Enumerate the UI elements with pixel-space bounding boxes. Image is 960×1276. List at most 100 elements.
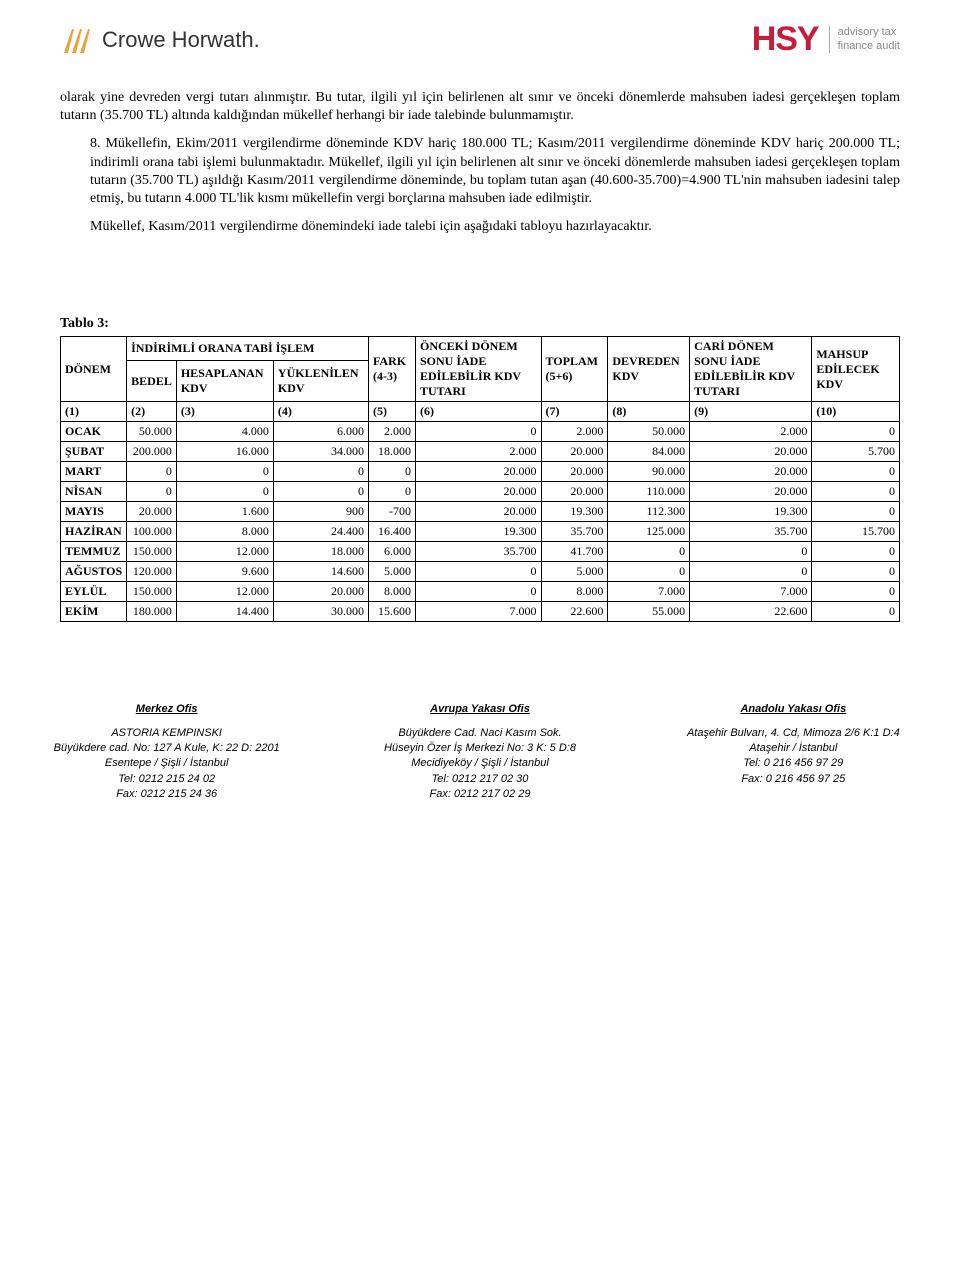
crowe-text: Crowe Horwath.	[102, 27, 260, 53]
th-mahsup: MAHSUP EDİLECEK KDV	[812, 337, 900, 402]
cell: 0	[273, 462, 368, 482]
paragraph-3: Mükellef, Kasım/2011 vergilendirme dönem…	[60, 218, 900, 236]
cell: 900	[273, 502, 368, 522]
cell: 0	[812, 562, 900, 582]
hsy-tag1: advisory tax	[838, 26, 897, 38]
footer-col-avrupa: Avrupa Yakası Ofis Büyükdere Cad. Naci K…	[333, 702, 626, 802]
cell: 125.000	[608, 522, 690, 542]
table-header-row1: DÖNEM İNDİRİMLİ ORANA TABİ İŞLEM FARK (4…	[61, 337, 900, 361]
cell: 16.400	[368, 522, 415, 542]
cell-month: NİSAN	[61, 482, 127, 502]
cell: 0	[812, 602, 900, 622]
footer-line: Büyükdere Cad. Naci Kasım Sok.	[398, 727, 561, 739]
cell: 100.000	[127, 522, 177, 542]
cell: 8.000	[541, 582, 608, 602]
cell: 34.000	[273, 442, 368, 462]
cell: 5.000	[541, 562, 608, 582]
idx-6: (6)	[416, 402, 542, 422]
cell: 0	[368, 462, 415, 482]
th-donem: DÖNEM	[61, 337, 127, 402]
cell-month: MART	[61, 462, 127, 482]
footer-col-merkez: Merkez Ofis ASTORIA KEMPINSKI Büyükdere …	[20, 702, 313, 802]
page-header: Crowe Horwath. HSY advisory tax finance …	[60, 20, 900, 59]
idx-2: (2)	[127, 402, 177, 422]
cell: 112.300	[608, 502, 690, 522]
cell: 20.000	[541, 482, 608, 502]
cell: 35.700	[690, 522, 812, 542]
cell: 20.000	[690, 482, 812, 502]
data-table: DÖNEM İNDİRİMLİ ORANA TABİ İŞLEM FARK (4…	[60, 336, 900, 622]
cell: 41.700	[541, 542, 608, 562]
hsy-tag2: finance audit	[838, 40, 900, 52]
footer-line: Fax: 0212 217 02 29	[430, 788, 531, 800]
footer-line: Fax: 0212 215 24 36	[116, 788, 217, 800]
cell: 110.000	[608, 482, 690, 502]
cell: 7.000	[416, 602, 542, 622]
th-cari: CARİ DÖNEM SONU İADE EDİLEBİLİR KDV TUTA…	[690, 337, 812, 402]
cell-month: EYLÜL	[61, 582, 127, 602]
idx-1: (1)	[61, 402, 127, 422]
cell: 19.300	[541, 502, 608, 522]
footer-line: Tel: 0 216 456 97 29	[743, 757, 843, 769]
footer-line: Büyükdere cad. No: 127 A Kule, K: 22 D: …	[54, 742, 280, 754]
cell: 0	[812, 502, 900, 522]
cell: 20.000	[416, 462, 542, 482]
footer-line: Hüseyin Özer İş Merkezi No: 3 K: 5 D:8	[384, 742, 576, 754]
idx-3: (3)	[176, 402, 273, 422]
cell: 22.600	[690, 602, 812, 622]
cell-month: MAYIS	[61, 502, 127, 522]
cell: 12.000	[176, 542, 273, 562]
footer-col-anadolu: Anadolu Yakası Ofis Ataşehir Bulvarı, 4.…	[647, 702, 940, 802]
footer-line: ASTORIA KEMPINSKI	[111, 727, 222, 739]
th-fark: FARK (4-3)	[368, 337, 415, 402]
cell: 0	[608, 562, 690, 582]
table-index-row: (1) (2) (3) (4) (5) (6) (7) (8) (9) (10)	[61, 402, 900, 422]
cell-month: TEMMUZ	[61, 542, 127, 562]
cell: 50.000	[608, 422, 690, 442]
table-row: MAYIS 20.000 1.600 900 -700 20.000 19.30…	[61, 502, 900, 522]
cell: 0	[690, 542, 812, 562]
table-row: EKİM 180.000 14.400 30.000 15.600 7.000 …	[61, 602, 900, 622]
cell: 4.000	[176, 422, 273, 442]
cell: 0	[127, 462, 177, 482]
crowe-icon	[60, 23, 94, 57]
cell: 5.700	[812, 442, 900, 462]
cell: 12.000	[176, 582, 273, 602]
cell: 0	[416, 562, 542, 582]
cell: 0	[416, 422, 542, 442]
footer-line: Esentepe / Şişli / İstanbul	[105, 757, 229, 769]
footer-line: Ataşehir / İstanbul	[749, 742, 837, 754]
cell: 55.000	[608, 602, 690, 622]
cell: -700	[368, 502, 415, 522]
footer-line: Tel: 0212 215 24 02	[118, 773, 215, 785]
cell: 15.700	[812, 522, 900, 542]
cell: 20.000	[541, 462, 608, 482]
th-devreden: DEVREDEN KDV	[608, 337, 690, 402]
cell: 19.300	[416, 522, 542, 542]
cell: 2.000	[368, 422, 415, 442]
footer-line: Tel: 0212 217 02 30	[432, 773, 529, 785]
cell: 0	[812, 422, 900, 442]
cell: 14.400	[176, 602, 273, 622]
footer-line: Mecidiyeköy / Şişli / İstanbul	[411, 757, 549, 769]
cell: 0	[690, 562, 812, 582]
cell: 0	[176, 462, 273, 482]
cell: 0	[608, 542, 690, 562]
cell: 50.000	[127, 422, 177, 442]
paragraph-1: olarak yine devreden vergi tutarı alınmı…	[60, 89, 900, 125]
table-row: OCAK 50.000 4.000 6.000 2.000 0 2.000 50…	[61, 422, 900, 442]
table-row: EYLÜL 150.000 12.000 20.000 8.000 0 8.00…	[61, 582, 900, 602]
idx-10: (10)	[812, 402, 900, 422]
cell: 6.000	[273, 422, 368, 442]
cell: 35.700	[416, 542, 542, 562]
cell: 0	[812, 482, 900, 502]
th-onceki: ÖNCEKİ DÖNEM SONU İADE EDİLEBİLİR KDV TU…	[416, 337, 542, 402]
hsy-text: HSY	[752, 20, 819, 59]
th-toplam: TOPLAM (5+6)	[541, 337, 608, 402]
cell: 14.600	[273, 562, 368, 582]
idx-7: (7)	[541, 402, 608, 422]
footer-line: Fax: 0 216 456 97 25	[741, 773, 845, 785]
table-row: HAZİRAN 100.000 8.000 24.400 16.400 19.3…	[61, 522, 900, 542]
cell: 19.300	[690, 502, 812, 522]
paragraph-2: 8. Mükellefin, Ekim/2011 vergilendirme d…	[60, 135, 900, 208]
